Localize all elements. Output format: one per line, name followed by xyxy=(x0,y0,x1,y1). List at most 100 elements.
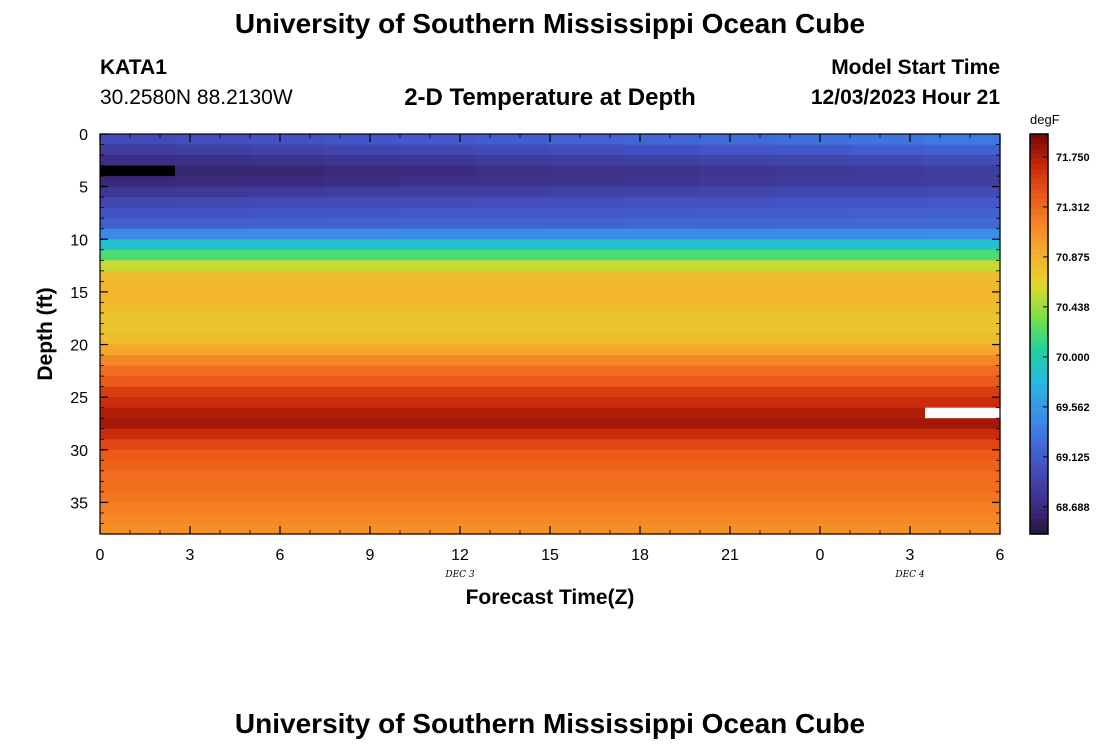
heat-cell xyxy=(250,134,326,146)
heat-cell xyxy=(775,334,851,346)
heat-cell xyxy=(850,186,926,198)
heat-cell xyxy=(175,312,251,325)
heat-cell xyxy=(850,312,926,325)
heat-cell xyxy=(850,197,926,209)
heat-cell xyxy=(550,155,626,167)
heat-cell xyxy=(700,249,776,261)
x-tick-label: 9 xyxy=(366,547,375,564)
heat-cell xyxy=(175,207,251,219)
heat-cell xyxy=(100,291,176,304)
heat-cell xyxy=(100,218,176,230)
colorbar-swatch xyxy=(1030,209,1048,215)
heat-cell xyxy=(175,439,251,451)
heat-cell xyxy=(850,323,926,335)
heat-cell xyxy=(775,260,851,272)
heat-cell xyxy=(175,470,251,482)
heat-cell xyxy=(700,365,776,377)
heat-cell xyxy=(325,186,401,198)
heat-cell xyxy=(850,155,926,167)
heat-cell xyxy=(100,144,176,156)
heat-cell xyxy=(400,207,476,219)
heat-cell xyxy=(550,365,626,377)
y-tick-label: 25 xyxy=(70,390,88,407)
colorbar-swatch xyxy=(1030,399,1048,405)
heat-cell xyxy=(925,165,1001,177)
heat-cell xyxy=(700,386,776,398)
heat-cell xyxy=(625,334,701,346)
heat-cell xyxy=(550,470,626,482)
colorbar-swatch xyxy=(1030,519,1048,525)
colorbar-swatch xyxy=(1030,164,1048,170)
heat-cell xyxy=(175,302,251,314)
heat-cell xyxy=(100,491,176,504)
heat-cell xyxy=(700,439,776,451)
heat-cell xyxy=(475,239,551,251)
heat-cell xyxy=(475,523,551,535)
heat-cell xyxy=(400,228,476,240)
colorbar-swatch xyxy=(1030,149,1048,155)
heat-cell xyxy=(850,291,926,304)
heat-cell xyxy=(925,302,1001,314)
heat-cell xyxy=(100,260,176,272)
heat-cell xyxy=(775,449,851,461)
heat-cell xyxy=(775,481,851,493)
colorbar-swatch xyxy=(1030,509,1048,515)
heat-cell xyxy=(775,386,851,398)
heat-cell xyxy=(700,397,776,409)
heat-cell xyxy=(475,397,551,409)
heat-cell xyxy=(925,523,1001,535)
heat-cell xyxy=(775,418,851,430)
heat-cell xyxy=(175,512,251,525)
heat-cell xyxy=(325,428,401,440)
heat-cell xyxy=(250,344,326,356)
colorbar-swatch xyxy=(1030,434,1048,440)
heat-cell xyxy=(400,523,476,535)
heat-cell xyxy=(325,197,401,209)
heat-cell xyxy=(850,376,926,388)
colorbar-swatch xyxy=(1030,469,1048,475)
colorbar-swatch xyxy=(1030,154,1048,160)
heat-cell xyxy=(925,512,1001,525)
heat-cell xyxy=(475,428,551,440)
heat-cell xyxy=(325,512,401,525)
x-tick-label: 6 xyxy=(996,547,1005,564)
heat-cell xyxy=(475,197,551,209)
heat-cell xyxy=(325,491,401,504)
heat-cell xyxy=(250,323,326,335)
heat-cell xyxy=(100,270,176,282)
heat-cell xyxy=(100,386,176,398)
heat-cell xyxy=(250,207,326,219)
heat-cell xyxy=(850,334,926,346)
colorbar-swatch xyxy=(1030,384,1048,390)
heat-cell xyxy=(325,334,401,346)
heat-cell xyxy=(775,281,851,293)
heat-cell xyxy=(775,470,851,482)
heat-cell xyxy=(775,502,851,514)
heat-cell xyxy=(850,344,926,356)
heat-cell xyxy=(175,270,251,282)
heat-cell xyxy=(250,428,326,440)
heat-cell xyxy=(100,365,176,377)
heat-cell xyxy=(550,449,626,461)
heat-cell xyxy=(250,418,326,430)
colorbar-swatch xyxy=(1030,309,1048,315)
heat-cell xyxy=(850,439,926,451)
colorbar-swatch xyxy=(1030,499,1048,505)
colorbar-tick-label: 70.438 xyxy=(1056,302,1090,314)
heat-cell xyxy=(400,197,476,209)
heat-cell xyxy=(925,355,1001,367)
heat-cell xyxy=(475,376,551,388)
heat-cell xyxy=(250,302,326,314)
heat-cell xyxy=(100,439,176,451)
heat-cell xyxy=(775,376,851,388)
heat-cell xyxy=(325,460,401,472)
heat-cell xyxy=(625,470,701,482)
heat-cell xyxy=(475,449,551,461)
heat-cell xyxy=(550,512,626,525)
heat-cell xyxy=(250,281,326,293)
heat-cell xyxy=(625,418,701,430)
heat-cell xyxy=(400,365,476,377)
colorbar-swatch xyxy=(1030,464,1048,470)
heat-cell xyxy=(775,165,851,177)
heat-cell xyxy=(400,502,476,514)
